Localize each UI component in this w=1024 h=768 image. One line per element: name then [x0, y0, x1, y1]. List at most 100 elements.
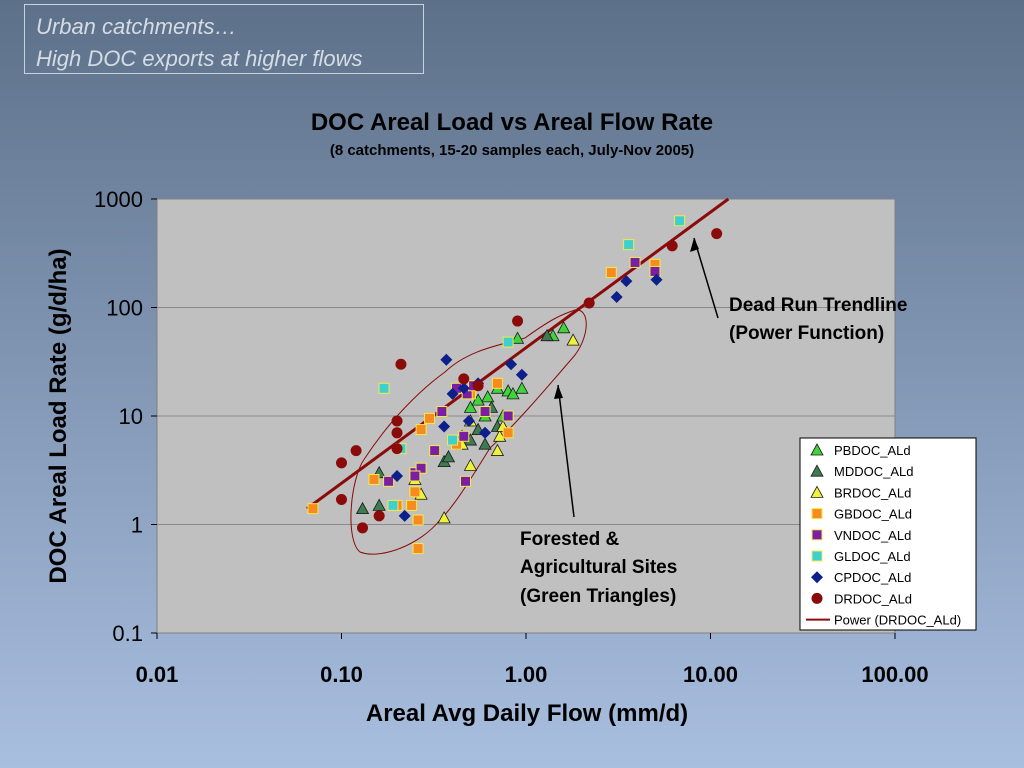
- data-point: [395, 358, 407, 370]
- data-point: [383, 475, 395, 487]
- data-point: [436, 406, 448, 418]
- data-point: [391, 415, 403, 427]
- data-point: [336, 493, 347, 505]
- y-tick-label: 1000: [94, 187, 143, 212]
- data-point: [666, 240, 678, 252]
- x-tick-label: 100.00: [861, 662, 928, 687]
- data-point: [336, 457, 347, 469]
- data-point: [438, 420, 451, 433]
- data-point: [406, 499, 418, 511]
- trendline: [306, 197, 730, 510]
- data-point: [437, 511, 451, 524]
- data-point: [440, 353, 453, 366]
- x-tick-label: 0.01: [136, 662, 179, 687]
- chart-title: DOC Areal Load vs Areal Flow Rate: [311, 109, 713, 136]
- data-point: [620, 275, 633, 288]
- legend-marker: [810, 464, 824, 477]
- data-point: [650, 273, 663, 286]
- data-point: [502, 410, 514, 422]
- legend-marker: [810, 443, 824, 456]
- data-point: [409, 470, 421, 482]
- grid-lines: [157, 307, 895, 525]
- data-point: [605, 267, 617, 279]
- data-point: [446, 387, 459, 400]
- data-point: [460, 475, 472, 487]
- data-point: [505, 358, 518, 371]
- legend-label: BRDOC_ALd: [834, 485, 911, 500]
- series-drdoc_ald: [336, 228, 723, 534]
- data-point: [398, 509, 411, 522]
- x-tick-label: 0.10: [320, 662, 363, 687]
- legend: PBDOC_ALd MDDOC_ALd BRDOC_ALd GBDOC_ALd VNDO…: [806, 443, 961, 628]
- data-point: [481, 390, 495, 403]
- data-point: [610, 290, 623, 303]
- chart-subtitle: (8 catchments, 15-20 samples each, July-…: [330, 142, 694, 159]
- data-point: [649, 265, 661, 277]
- data-point: [472, 380, 484, 392]
- data-point: [566, 333, 580, 346]
- data-point: [502, 427, 514, 439]
- annotation-trend-line1: Dead Run Trendline: [729, 295, 907, 316]
- y-axis-ticks: 0.1 1 10 100 1000: [94, 187, 157, 646]
- legend-marker: [811, 571, 823, 584]
- data-point: [441, 450, 456, 463]
- data-point: [629, 256, 641, 268]
- data-point: [471, 393, 485, 406]
- legend-marker: [811, 550, 823, 562]
- data-points: [307, 215, 723, 555]
- series-gldoc_ald: [378, 215, 686, 511]
- y-axis-label: DOC Areal Load Rate (g/d/ha): [45, 248, 72, 583]
- legend-marker: [810, 485, 824, 498]
- data-point: [540, 328, 554, 342]
- series-cpdoc_ald: [391, 273, 663, 522]
- legend-label: DRDOC_ALd: [834, 591, 912, 606]
- data-point: [506, 387, 520, 400]
- data-point: [368, 473, 380, 485]
- callout-line-1: Urban catchments…: [36, 14, 237, 39]
- callout-box: Urban catchments… High DOC exports at hi…: [24, 4, 424, 74]
- data-point: [355, 501, 370, 515]
- legend-label: MDDOC_ALd: [834, 464, 913, 479]
- data-point: [378, 382, 390, 394]
- data-point: [372, 498, 386, 511]
- data-point: [391, 443, 403, 455]
- x-tick-label: 10.00: [683, 662, 738, 687]
- data-point: [462, 414, 475, 427]
- data-point: [373, 510, 385, 522]
- annotation-forest-line1: Forested &: [520, 529, 620, 550]
- data-point: [463, 458, 478, 471]
- legend-marker: [811, 592, 823, 604]
- data-point: [424, 412, 436, 424]
- data-point: [387, 499, 399, 511]
- callout-line-2: High DOC exports at higher flows: [36, 46, 363, 71]
- trend-arrow: [693, 237, 719, 319]
- data-point: [458, 373, 470, 385]
- legend-label: CPDOC_ALd: [834, 570, 911, 585]
- x-tick-label: 1.00: [505, 662, 548, 687]
- data-point: [415, 462, 427, 474]
- legend-marker: [811, 529, 823, 541]
- legend-box: [799, 437, 977, 631]
- y-tick-label: 1: [131, 513, 143, 538]
- annotation-trend-line2: (Power Function): [729, 323, 884, 344]
- data-point: [478, 437, 492, 450]
- data-point: [479, 406, 491, 418]
- data-point: [307, 503, 319, 515]
- legend-label: Power (DRDOC_ALd): [834, 613, 961, 628]
- data-point: [409, 486, 421, 498]
- trend-arrowhead: [690, 238, 699, 252]
- data-point: [412, 514, 424, 526]
- data-point: [429, 445, 441, 457]
- y-tick-label: 100: [106, 296, 143, 321]
- data-point: [490, 443, 505, 456]
- y-tick-label: 10: [119, 404, 143, 429]
- forest-arrow: [557, 384, 575, 518]
- annotation-forest-line2: Agricultural Sites: [520, 557, 677, 578]
- annotation-forest-line3: (Green Triangles): [520, 586, 676, 607]
- data-point: [357, 522, 369, 534]
- data-point: [447, 434, 459, 446]
- data-point: [412, 543, 424, 555]
- data-point: [415, 424, 427, 436]
- legend-label: PBDOC_ALd: [834, 443, 911, 458]
